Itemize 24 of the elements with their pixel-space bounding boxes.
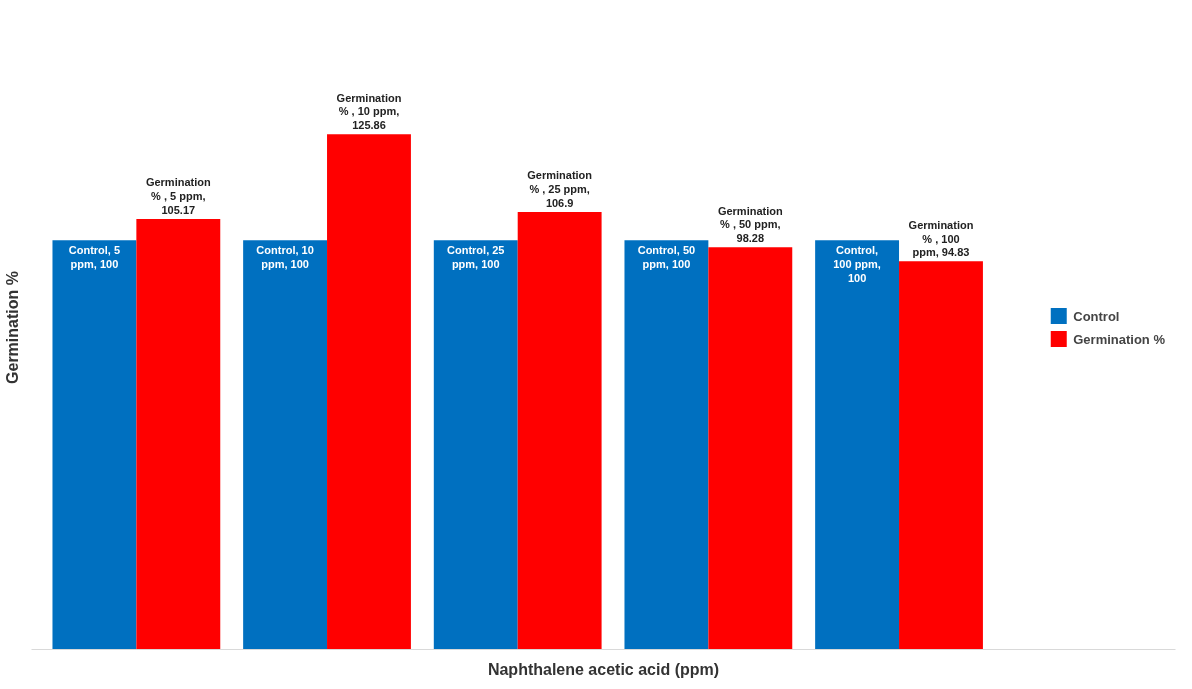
data-label: Control, 10 ppm, 100 [256,244,314,270]
bar [52,240,137,650]
data-label: Control, 100 ppm, 100 [833,244,881,284]
bar [136,218,221,650]
data-label: Germination % , 100 ppm, 94.83 [908,218,974,259]
data-label: Control, 25 ppm, 100 [447,244,505,270]
x-axis-title: Naphthalene acetic acid (ppm) [487,660,720,678]
bar [517,211,602,650]
bar [899,261,983,650]
data-label: Germination % , 5 ppm, 105.17 [145,176,211,216]
data-label: Germination % , 50 ppm, 98.28 [717,204,783,245]
bar [708,247,793,650]
legend-label: Control [1073,308,1120,323]
legend-label: Germination % [1073,331,1165,346]
y-axis-title: Germination % [3,271,21,384]
data-label: Control, 50 ppm, 100 [637,244,696,270]
bar [243,240,328,650]
data-label: Control, 5 ppm, 100 [68,244,121,270]
bar [327,134,411,650]
data-label: Germination % , 10 ppm, 125.86 [336,91,402,132]
bar [624,240,709,650]
data-label: Germination % , 25 ppm, 106.9 [527,169,593,209]
bar [433,240,518,650]
bar [815,240,900,650]
